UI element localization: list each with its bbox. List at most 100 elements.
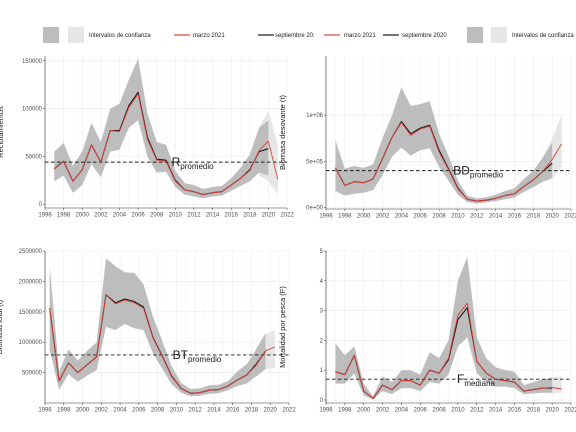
legend-label: septiembre 20: (275, 33, 315, 39)
x-tick-label: 1996 (38, 213, 52, 219)
x-tick-label: 2012 (187, 213, 201, 219)
x-tick-label: 2008 (432, 214, 446, 220)
legend-label: marzo 2021 (193, 33, 225, 39)
annotation-sub: promedio (180, 162, 214, 171)
gridlines (45, 251, 289, 403)
legend-label: Intervalos de confianza (89, 33, 151, 39)
annotation-label: BTpromedio (173, 348, 222, 364)
x-tick-label: 2002 (376, 214, 390, 220)
x-tick-label: 2008 (150, 213, 164, 219)
x-tick-label: 2004 (113, 213, 127, 219)
x-tick-label: 1998 (338, 408, 352, 414)
annotation-main: BT (173, 348, 189, 362)
annotation-main: R (172, 155, 181, 169)
y-tick-label: 5e+05 (306, 159, 324, 165)
y-tick-label: 4 (320, 279, 324, 285)
x-tick-label: 2016 (508, 214, 522, 220)
x-tick-label: 2022 (280, 213, 294, 219)
annotation-label: BDpromedio (453, 164, 504, 180)
x-tick-label: 2010 (451, 408, 465, 414)
legend-1: Intervalos de confianza marzo 2021 septiem… (43, 27, 315, 43)
x-tick-label: 2022 (282, 408, 296, 414)
y-tick-label: 2500000 (19, 249, 43, 255)
annotation-label: Rpromedio (172, 155, 215, 171)
annotation-sub: mediana (464, 379, 495, 388)
x-tick-label: 2020 (264, 408, 278, 414)
x-tick-label: 2020 (545, 408, 559, 414)
x-tick-label: 2000 (357, 214, 371, 220)
y-tick-label: 500000 (22, 371, 43, 377)
x-tick-label: 2018 (527, 408, 541, 414)
x-tick-label: 1998 (338, 214, 352, 220)
x-tick-label: 2018 (243, 213, 257, 219)
x-tick-label: 2012 (188, 408, 202, 414)
y-tick-label: 1000000 (19, 340, 43, 346)
x-tick-label: 2006 (414, 408, 428, 414)
chart-panel-4: Fmediana 1996 1998 2000 2002 2004 2006 2008 2010… (278, 249, 576, 414)
x-tick-label: 2006 (132, 408, 146, 414)
y-axis-label: Biomasa desovante (t) (278, 94, 287, 170)
x-tick-label: 2010 (451, 214, 465, 220)
x-tick-label: 2004 (113, 408, 127, 414)
x-tick-label: 2000 (357, 408, 371, 414)
legend-label: septiembre 2020 (402, 33, 447, 39)
annotation-main: F (457, 372, 464, 386)
legend-swatch-band (43, 27, 59, 43)
annotation-sub: promedio (188, 355, 222, 364)
x-tick-label: 2020 (545, 214, 559, 220)
x-tick-label: 2000 (76, 213, 90, 219)
legend-label: Intervalos de confianza (512, 33, 574, 39)
x-tick-label: 2004 (395, 408, 409, 414)
chart-panel-2: BDpromedio 1996 1998 2000 2002 2004 2006 2008 20… (278, 56, 576, 220)
y-axis-label: Reclutamientos (0, 106, 5, 158)
confidence-band-inner (54, 59, 268, 199)
y-tick-label: 100000 (22, 107, 43, 113)
x-tick-label: 2014 (489, 214, 503, 220)
x-tick-label: 2008 (432, 408, 446, 414)
y-axis-label: Mortalidad por pesca (F) (278, 286, 287, 368)
x-tick-label: 1996 (319, 408, 333, 414)
x-tick-label: 2014 (207, 408, 221, 414)
chart-panel-1: Rpromedio 1996 1998 2000 2002 2004 2006 2008 201… (0, 56, 294, 219)
legend-2: marzo 2021 septiembre 2020 Intervalos de c… (324, 27, 574, 43)
x-tick-label: 2008 (151, 408, 165, 414)
x-tick-label: 2014 (206, 213, 220, 219)
x-tick-label: 1996 (319, 214, 333, 220)
y-tick-label: 50000 (25, 154, 42, 160)
x-tick-label: 2016 (226, 408, 240, 414)
y-tick-label: 1500000 (19, 310, 43, 316)
y-axis-label: Biomasa total (t) (0, 299, 4, 354)
y-tick-label: 150000 (22, 59, 43, 65)
legend-label: marzo 2021 (344, 33, 376, 39)
x-tick-label: 2002 (95, 408, 109, 414)
x-tick-label: 2022 (564, 214, 576, 220)
confidence-band-inner (335, 257, 552, 399)
x-tick-label: 1996 (38, 408, 52, 414)
legend-swatch-band (491, 27, 507, 43)
x-tick-label: 2010 (170, 408, 184, 414)
chart-panel-3: BTpromedio 1996 1998 2000 2002 2004 2006 2008 20… (0, 249, 296, 414)
x-tick-label: 2016 (224, 213, 238, 219)
confidence-band-inner (335, 87, 552, 203)
y-tick-label: 2 (320, 338, 324, 344)
x-tick-label: 1998 (57, 408, 71, 414)
x-tick-label: 1998 (57, 213, 71, 219)
x-tick-label: 2002 (94, 213, 108, 219)
x-tick-label: 2006 (131, 213, 145, 219)
y-tick-label: 1 (320, 368, 324, 374)
x-tick-label: 2006 (414, 214, 428, 220)
x-tick-label: 2016 (508, 408, 522, 414)
x-tick-label: 2000 (76, 408, 90, 414)
x-tick-label: 2004 (395, 214, 409, 220)
annotation-sub: promedio (470, 171, 504, 180)
x-tick-label: 2010 (169, 213, 183, 219)
legend-swatch-band (467, 27, 483, 43)
y-tick-label: 0e+00 (306, 206, 324, 212)
x-tick-label: 2012 (470, 408, 484, 414)
y-tick-label: 0 (39, 202, 43, 208)
x-tick-label: 2002 (376, 408, 390, 414)
y-tick-label: 5 (320, 249, 324, 255)
y-tick-label: 2000000 (19, 279, 43, 285)
x-tick-label: 2020 (262, 213, 276, 219)
